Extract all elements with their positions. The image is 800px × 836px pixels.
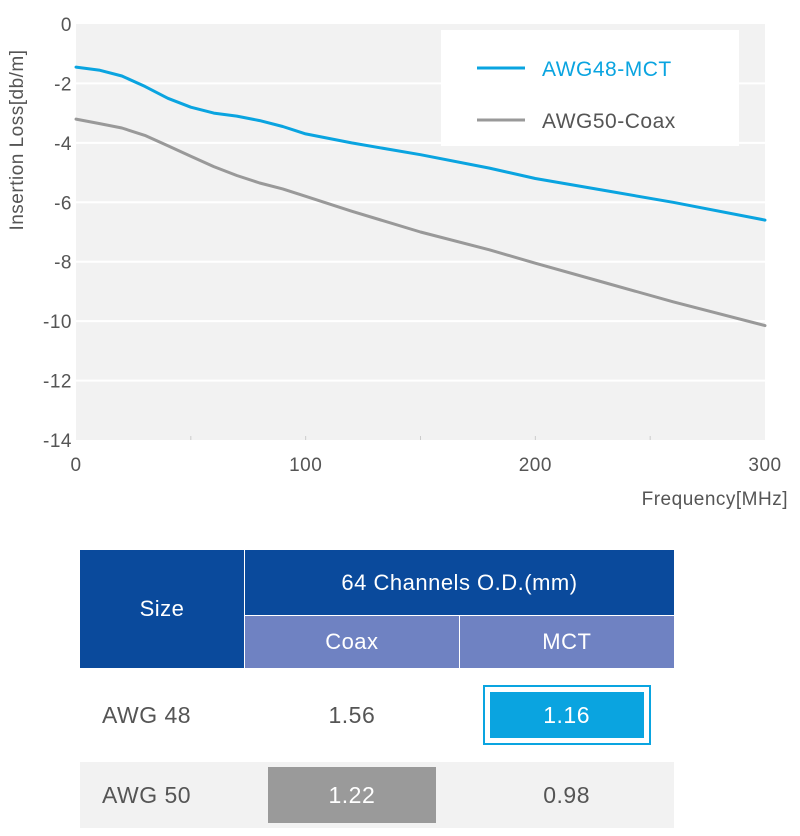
legend-label-awg48-mct: AWG48-MCT [542,58,672,81]
y-tick-label: -6 [54,193,72,214]
mct-value: 0.98 [459,762,674,828]
table-header-row: Size 64 Channels O.D.(mm) [80,550,674,668]
coax-value-cell: 1.22 [244,762,460,828]
y-tick-label: -10 [43,312,72,333]
insertion-loss-chart: 0 -2 -4 -6 -8 -10 -12 -14 0 100 200 300 Insertion … [7,15,788,510]
table-subheader-row: Coax MCT [80,615,674,668]
row-label: AWG 50 [80,762,245,828]
y-axis-label: Insertion Loss[db/m] [7,49,28,230]
y-tick-label: -12 [43,372,72,393]
size-header: Size [80,550,245,668]
coax-value-highlight: 1.22 [267,767,436,823]
y-tick-label: -8 [54,253,72,274]
y-tick-label: -4 [54,134,72,155]
x-axis-label: Frequency[MHz] [642,489,788,510]
row-label: AWG 48 [80,682,245,748]
coax-value: 1.56 [244,682,460,748]
x-tick-label: 300 [748,455,781,476]
grid-lines [76,82,765,382]
series-line-awg50-coax [74,117,767,328]
mct-value-cell: 1.16 [459,682,674,748]
series-lines [74,65,767,328]
y-tick-label: 0 [61,15,72,36]
x-tick-labels: 0 100 200 300 [70,455,781,476]
y-tick-label: -14 [43,431,72,452]
legend: AWG48-MCT AWG50-Coax [441,30,739,146]
y-tick-labels: 0 -2 -4 -6 -8 -10 -12 -14 [43,15,72,452]
od-comparison-table: Size 64 Channels O.D.(mm) Coax MCT AWG 4… [80,550,674,828]
coax-column-header: Coax [244,615,460,668]
table-row: AWG 48 1.56 1.16 [80,682,674,748]
x-tick-label: 100 [289,455,322,476]
x-minor-ticks [190,436,651,440]
table-row: AWG 50 1.22 0.98 [80,762,674,828]
mct-column-header: MCT [458,615,674,668]
channels-od-header: 64 Channels O.D.(mm) [244,550,674,616]
legend-box [441,30,739,146]
y-tick-label: -2 [54,74,72,95]
mct-value-highlight: 1.16 [482,685,651,745]
series-line-awg48-mct [74,65,767,222]
x-tick-label: 200 [519,455,552,476]
x-tick-label: 0 [70,455,81,476]
legend-label-awg50-coax: AWG50-Coax [542,110,676,133]
